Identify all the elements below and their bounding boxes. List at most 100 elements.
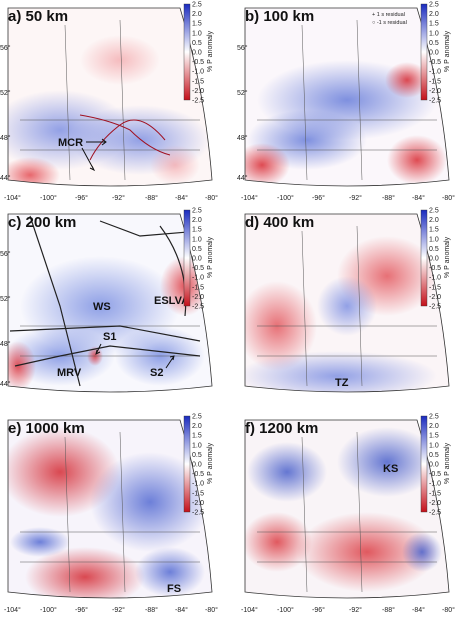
svg-text:44°: 44° [237, 174, 248, 182]
svg-text:44°: 44° [0, 174, 11, 182]
svg-text:-100°: -100° [277, 194, 294, 202]
panel-title-c: c) 200 km [8, 214, 77, 231]
panel-c: 56° 52° 48° 44° WS ESLVA S1 MRV S2 2.5 2.… [0, 206, 237, 412]
panel-e: FS -104° -100° -96° -92° -88° -84° -80° … [0, 412, 237, 618]
panel-a: 56° 52° 48° 44° -104° -100° -96° -92° -8… [0, 0, 237, 206]
svg-text:-96°: -96° [312, 194, 325, 202]
colorbar-tick-label: 2.5 [192, 208, 202, 215]
svg-text:-96°: -96° [312, 606, 325, 614]
colorbar-tick-label: 1.5 [429, 227, 439, 234]
panel-title-f: f) 1200 km [245, 420, 319, 437]
svg-text:48°: 48° [0, 134, 11, 142]
map-c: 56° 52° 48° 44° WS ESLVA S1 MRV S2 2.52.… [0, 208, 214, 393]
colorbar-tick-label: 1.0 [192, 442, 202, 449]
colorbar-tick-label: -2.5 [429, 98, 441, 105]
colorbar-tick-label: -2.0 [429, 294, 441, 301]
colorbar-tick-label: -1.0 [429, 481, 441, 488]
svg-text:-80°: -80° [442, 606, 455, 614]
colorbar-tick-label: 0.5 [192, 246, 202, 253]
colorbar-2: 2.5 2.0 1.5 1.0 0.5 0.0 -0.5 -1.0 -1.5 -2.0 -2.5 % … [183, 208, 214, 311]
colorbar-tick-label: 0.5 [429, 40, 439, 47]
colorbar-tick-label: 2.0 [429, 11, 439, 18]
svg-text:-96°: -96° [75, 606, 88, 614]
svg-text:-96°: -96° [75, 194, 88, 202]
colorbar-tick-label: -2.5 [429, 304, 441, 311]
panel-b: + 1 s residual ○ -1 s residual 56° 52° 4… [237, 0, 474, 206]
svg-text:48°: 48° [0, 340, 11, 348]
colorbar-tick-label: 0.0 [192, 256, 202, 263]
colorbar-tick-label: -2.5 [429, 510, 441, 517]
svg-text:-100°: -100° [40, 606, 57, 614]
svg-text:-88°: -88° [145, 606, 158, 614]
annot-s2: S2 [150, 367, 163, 379]
colorbar-tick-label: 2.5 [192, 414, 202, 421]
colorbar-tick-label: -2.0 [192, 88, 204, 95]
colorbar-scale [183, 415, 191, 513]
colorbar-tick-label: -0.5 [429, 471, 441, 478]
annot-mrv: MRV [57, 367, 82, 379]
svg-text:-84°: -84° [412, 194, 425, 202]
colorbar-tick-label: -1.0 [429, 69, 441, 76]
colorbar-tick-label: 2.5 [429, 414, 439, 421]
annot-eslva: ESLVA [154, 295, 189, 307]
svg-text:-92°: -92° [349, 194, 362, 202]
colorbar-title: % P anomaly [207, 236, 214, 278]
colorbar-tick-label: -0.5 [429, 59, 441, 66]
colorbar-1: 2.5 2.0 1.5 1.0 0.5 0.0 -0.5 -1.0 -1.5 -2.0 -2.5 % … [420, 2, 451, 105]
annot-tz: TZ [335, 377, 349, 389]
colorbar-tick-label: -1.5 [192, 78, 204, 85]
colorbar-tick-label: -2.5 [192, 98, 204, 105]
colorbar-tick-label: 2.5 [429, 2, 439, 9]
colorbar-tick-label: -0.5 [192, 265, 204, 272]
colorbar-tick-label: 2.5 [429, 208, 439, 215]
colorbar-tick-label: 1.5 [192, 433, 202, 440]
colorbar-tick-label: 1.5 [192, 21, 202, 28]
colorbar-tick-label: 0.0 [192, 50, 202, 57]
svg-text:-104°: -104° [241, 606, 258, 614]
panel-title-b: b) 100 km [245, 8, 315, 25]
colorbar-tick-label: -1.5 [429, 78, 441, 85]
colorbar-tick-label: -1.5 [192, 284, 204, 291]
svg-text:52°: 52° [0, 295, 11, 303]
svg-text:-80°: -80° [205, 606, 218, 614]
svg-text:-88°: -88° [382, 194, 395, 202]
svg-text:-88°: -88° [382, 606, 395, 614]
panel-title-d: d) 400 km [245, 214, 315, 231]
svg-text:-100°: -100° [40, 194, 57, 202]
svg-text:-92°: -92° [112, 194, 125, 202]
colorbar-tick-label: 0.0 [429, 50, 439, 57]
map-e: FS -104° -100° -96° -92° -88° -84° -80° … [4, 414, 218, 615]
colorbar-tick-label: 1.0 [429, 442, 439, 449]
panel-d: TZ 2.5 2.0 1.5 1.0 0.5 0.0 -0.5 -1.0 -1.5 -2.0 -2.… [237, 206, 474, 412]
colorbar-tick-label: 0.5 [192, 40, 202, 47]
colorbar-tick-label: -2.0 [429, 88, 441, 95]
colorbar-tick-label: 2.0 [429, 423, 439, 430]
colorbar-tick-label: -1.0 [192, 481, 204, 488]
colorbar-tick-label: 1.0 [192, 30, 202, 37]
colorbar-tick-label: -1.5 [192, 490, 204, 497]
map-a: 56° 52° 48° 44° -104° -100° -96° -92° -8… [0, 2, 218, 203]
svg-text:-84°: -84° [175, 606, 188, 614]
colorbar-tick-label: 1.5 [429, 433, 439, 440]
colorbar-tick-label: 1.5 [429, 21, 439, 28]
colorbar-tick-label: -1.5 [429, 490, 441, 497]
svg-text:52°: 52° [0, 89, 11, 97]
legend-minus: ○ -1 s residual [372, 20, 407, 26]
colorbar-tick-label: -0.5 [192, 471, 204, 478]
colorbar-tick-label: -2.0 [429, 500, 441, 507]
colorbar-tick-label: -2.5 [192, 510, 204, 517]
colorbar-title: % P anomaly [444, 442, 451, 484]
svg-text:48°: 48° [237, 134, 248, 142]
panel-title-e: e) 1000 km [8, 420, 85, 437]
colorbar-5: 2.5 2.0 1.5 1.0 0.5 0.0 -0.5 -1.0 -1.5 -2.0 -2.5 % … [420, 414, 451, 517]
colorbar-0: 2.5 2.0 1.5 1.0 0.5 0.0 -0.5 -1.0 -1.5 -2.0 -2.5 % … [183, 2, 214, 105]
svg-text:-104°: -104° [241, 194, 258, 202]
annot-mcr: MCR [58, 137, 83, 149]
svg-text:56°: 56° [237, 44, 248, 52]
svg-text:-84°: -84° [412, 606, 425, 614]
colorbar-tick-label: 2.0 [192, 217, 202, 224]
annot-s1: S1 [103, 331, 116, 343]
colorbar-tick-label: 1.0 [429, 30, 439, 37]
svg-text:-80°: -80° [442, 194, 455, 202]
colorbar-tick-label: 1.0 [192, 236, 202, 243]
